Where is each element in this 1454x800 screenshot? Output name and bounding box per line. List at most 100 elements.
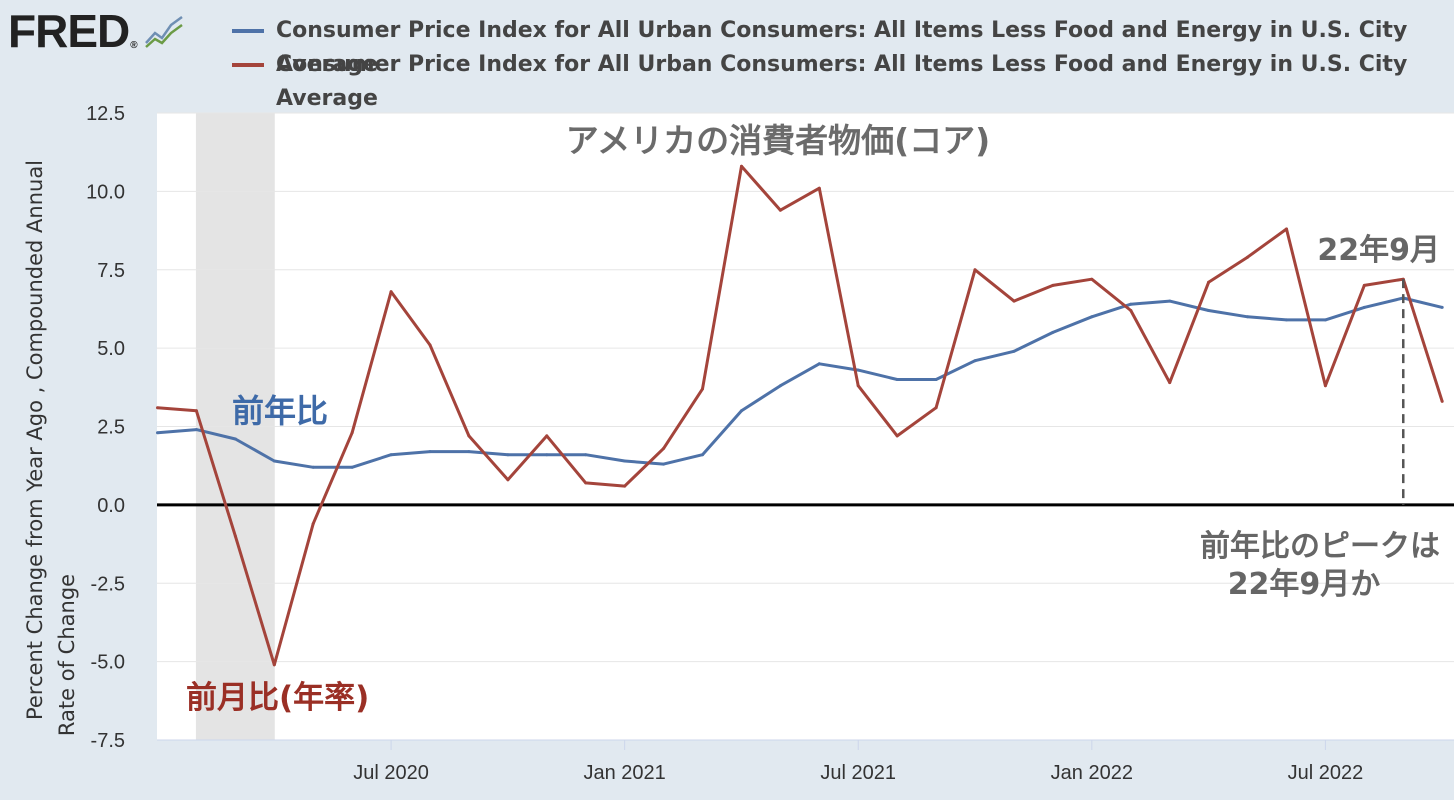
data-point-yoy bbox=[584, 453, 588, 457]
x-tick-label: Jan 2021 bbox=[584, 762, 666, 784]
data-point-yoy bbox=[1246, 315, 1249, 319]
legend-swatch-blue bbox=[232, 29, 264, 33]
chart-annotation-title: アメリカの消費者物価(コア) bbox=[566, 121, 991, 160]
data-point-yoy bbox=[1285, 318, 1288, 322]
x-tick-label: Jan 2022 bbox=[1051, 762, 1133, 784]
y-axis-label-line1: Percent Change from Year Ago , Compounde… bbox=[23, 160, 47, 720]
peak-month-label: 22年9月 bbox=[1317, 233, 1440, 268]
data-point-yoy bbox=[272, 459, 276, 463]
fred-logo: FRED ® bbox=[8, 4, 185, 58]
data-point-yoy bbox=[778, 384, 782, 388]
data-point-yoy bbox=[1051, 330, 1055, 334]
data-point-yoy bbox=[856, 368, 860, 372]
data-point-yoy bbox=[662, 462, 666, 466]
data-point-yoy bbox=[740, 409, 743, 413]
data-point-yoy bbox=[934, 378, 938, 381]
legend-swatch-red bbox=[232, 63, 264, 67]
chart-legend: Consumer Price Index for All Urban Consu… bbox=[232, 14, 1454, 116]
data-point-yoy bbox=[545, 453, 549, 457]
data-point-yoy bbox=[895, 378, 899, 381]
y-tick-label: -2.5 bbox=[91, 573, 125, 595]
data-point-mom bbox=[506, 478, 510, 482]
data-point-mom bbox=[389, 290, 393, 294]
data-point-yoy bbox=[1207, 309, 1211, 312]
data-point-mom bbox=[428, 343, 432, 347]
data-point-mom bbox=[1246, 255, 1249, 259]
data-point-yoy bbox=[1168, 299, 1172, 303]
peak-note-line1: 前年比のピークは bbox=[1200, 529, 1440, 564]
data-point-mom bbox=[740, 164, 743, 168]
data-point-mom bbox=[817, 186, 821, 190]
data-point-yoy bbox=[506, 453, 510, 457]
data-point-yoy bbox=[1090, 315, 1094, 319]
data-point-yoy bbox=[428, 450, 432, 454]
series-line-yoy bbox=[157, 296, 1443, 469]
data-point-yoy bbox=[350, 465, 354, 469]
data-point-mom bbox=[1362, 283, 1366, 287]
registered-mark: ® bbox=[130, 39, 137, 51]
data-point-yoy bbox=[1440, 305, 1444, 309]
data-point-mom bbox=[233, 534, 237, 538]
data-point-mom bbox=[1090, 277, 1094, 281]
data-point-mom bbox=[662, 446, 666, 450]
data-point-mom bbox=[701, 387, 704, 391]
data-point-mom bbox=[778, 208, 782, 212]
data-point-yoy bbox=[467, 450, 471, 454]
data-point-mom bbox=[1051, 283, 1055, 287]
mom-series-label: 前月比(年率) bbox=[186, 680, 369, 716]
y-tick-label: 10.0 bbox=[86, 181, 125, 203]
data-point-mom bbox=[1207, 280, 1211, 284]
data-point-mom bbox=[156, 406, 159, 410]
data-point-mom bbox=[973, 268, 977, 272]
data-point-yoy bbox=[233, 437, 237, 441]
data-point-yoy bbox=[817, 362, 821, 366]
legend-item-mom[interactable]: Consumer Price Index for All Urban Consu… bbox=[232, 48, 1454, 116]
line-chart-icon bbox=[143, 15, 184, 48]
data-point-yoy bbox=[156, 431, 159, 435]
data-point-mom bbox=[272, 663, 276, 667]
data-point-mom bbox=[623, 484, 627, 488]
y-tick-label: 7.5 bbox=[97, 260, 125, 282]
data-point-mom bbox=[895, 434, 899, 438]
data-point-mom bbox=[194, 409, 198, 413]
x-tick-label: Jul 2022 bbox=[1288, 762, 1364, 784]
data-point-mom bbox=[1440, 399, 1444, 403]
legend-item-yoy[interactable]: Consumer Price Index for All Urban Consu… bbox=[232, 14, 1454, 82]
x-tick-label: Jul 2020 bbox=[353, 762, 429, 784]
data-point-mom bbox=[545, 434, 549, 438]
data-point-yoy bbox=[701, 453, 704, 457]
fred-wordmark: FRED bbox=[8, 5, 130, 57]
data-point-yoy bbox=[1129, 302, 1133, 306]
data-point-mom bbox=[1323, 384, 1327, 388]
legend-label-mom: Consumer Price Index for All Urban Consu… bbox=[276, 52, 1408, 111]
data-point-yoy bbox=[1012, 349, 1016, 353]
y-axis-label-line2: Rate of Change bbox=[55, 574, 79, 736]
data-point-yoy bbox=[623, 459, 627, 463]
y-tick-label: 0.0 bbox=[97, 495, 125, 517]
data-point-mom bbox=[1129, 309, 1133, 312]
y-tick-label: 2.5 bbox=[97, 417, 125, 439]
x-tick-label: Jul 2021 bbox=[820, 762, 896, 784]
data-point-mom bbox=[1012, 299, 1016, 303]
y-tick-label: 12.5 bbox=[86, 103, 125, 125]
data-point-yoy bbox=[1323, 318, 1327, 322]
yoy-series-label: 前年比 bbox=[232, 392, 328, 430]
data-point-mom bbox=[1168, 381, 1172, 385]
data-point-yoy bbox=[1362, 305, 1366, 309]
data-point-mom bbox=[1285, 227, 1288, 231]
y-tick-label: 5.0 bbox=[97, 338, 125, 360]
data-point-yoy bbox=[389, 453, 393, 457]
data-point-mom bbox=[350, 431, 354, 435]
peak-note-line2: 22年9月か bbox=[1228, 567, 1381, 602]
y-tick-label: -7.5 bbox=[91, 730, 125, 752]
data-point-yoy bbox=[194, 428, 198, 432]
series-line-mom bbox=[157, 164, 1444, 667]
data-point-yoy bbox=[973, 359, 977, 363]
data-point-yoy bbox=[311, 465, 315, 469]
legend-label-yoy: Consumer Price Index for All Urban Consu… bbox=[276, 18, 1408, 77]
data-point-mom bbox=[584, 481, 588, 485]
y-tick-label: -5.0 bbox=[91, 652, 125, 674]
data-point-mom bbox=[467, 434, 471, 438]
data-point-mom bbox=[856, 384, 860, 388]
